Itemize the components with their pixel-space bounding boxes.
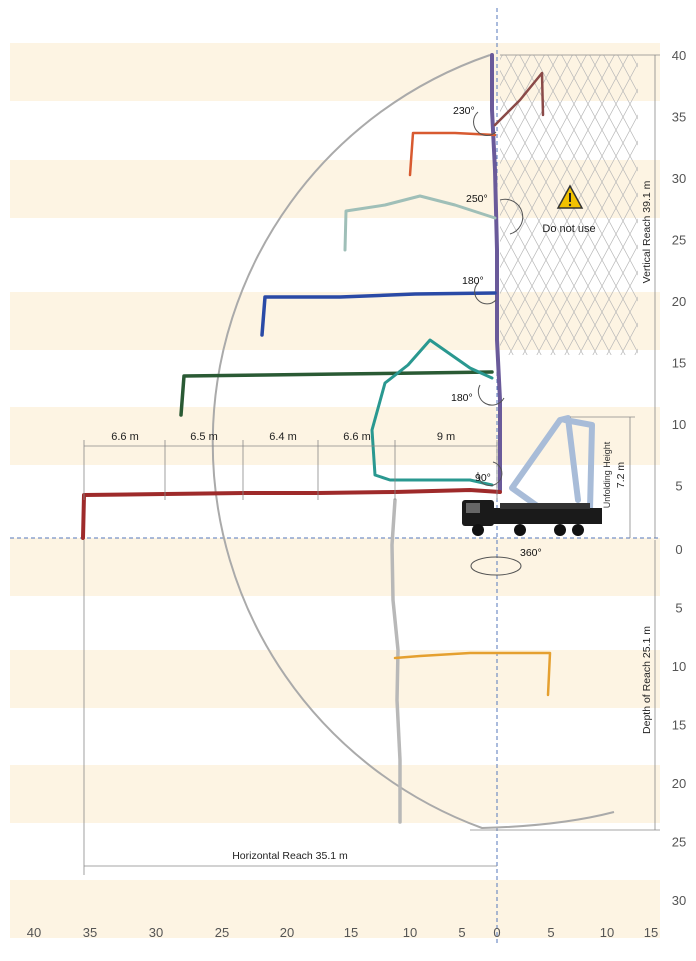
angle-180-mid: 180° — [451, 392, 473, 404]
band — [10, 538, 660, 596]
tick-label: 15 — [672, 356, 686, 371]
angle-180-top: 180° — [462, 275, 484, 287]
warning-text: Do not use — [542, 223, 595, 235]
boom-gray — [390, 498, 402, 824]
tick-label: 35 — [672, 110, 686, 125]
x-axis-bottom: 40 35 30 25 20 15 10 5 0 5 10 15 — [27, 925, 658, 940]
tick-label: 0 — [675, 542, 682, 557]
boom-folded — [509, 415, 581, 511]
y-axis-right-lower: 0 5 10 15 20 25 30 — [672, 542, 686, 908]
tick-label: 20 — [280, 925, 294, 940]
band — [10, 650, 660, 708]
tick-label: 10 — [672, 417, 686, 432]
angle-250: 250° — [466, 193, 488, 205]
vertical-reach-label: Vertical Reach 39.1 m — [641, 180, 653, 283]
boom-brown — [493, 71, 545, 127]
warning-icon — [556, 184, 584, 209]
band — [10, 880, 660, 938]
boom-orange-top — [408, 131, 497, 177]
tick-label: 30 — [672, 893, 686, 908]
booms — [81, 53, 595, 824]
boom-mint — [343, 194, 497, 252]
boom-blue — [260, 291, 497, 337]
segment-2: 6.5 m — [190, 431, 218, 443]
tick-label: 10 — [403, 925, 417, 940]
tick-label: 25 — [672, 835, 686, 850]
unfolding-height-line — [570, 416, 635, 538]
tick-label: 30 — [672, 171, 686, 186]
reference-lines — [10, 8, 660, 945]
boom-red — [81, 488, 502, 540]
tick-label: 5 — [675, 601, 682, 616]
truck-icon — [462, 500, 602, 536]
tick-label: 10 — [600, 925, 614, 940]
angle-230: 230° — [453, 105, 475, 117]
vertical-reach-line — [500, 54, 660, 538]
unfolding-height-value: 7.2 m — [615, 462, 627, 489]
y-axis-right-upper: 40 35 30 25 20 15 10 5 — [672, 48, 686, 494]
tick-label: 0 — [493, 925, 500, 940]
tick-label: 40 — [27, 925, 41, 940]
depth-reach-line — [470, 540, 660, 831]
tick-label: 15 — [672, 718, 686, 733]
tick-label: 5 — [547, 925, 554, 940]
tick-label: 5 — [675, 479, 682, 494]
boom-teal — [370, 338, 494, 487]
horizontal-reach-label: Horizontal Reach 35.1 m — [232, 850, 348, 862]
tick-label: 35 — [83, 925, 97, 940]
tick-label: 30 — [149, 925, 163, 940]
depth-reach-label: Depth of Reach 25.1 m — [641, 626, 653, 734]
rotation-arrows — [470, 111, 524, 576]
boom-mast — [490, 53, 502, 492]
segment-1: 6.6 m — [111, 431, 139, 443]
horizontal-reach-line — [83, 540, 497, 875]
segment-3: 6.4 m — [269, 431, 297, 443]
segment-5: 9 m — [437, 431, 455, 443]
boom-green — [179, 370, 494, 417]
tick-label: 25 — [672, 233, 686, 248]
tick-label: 20 — [672, 294, 686, 309]
tick-label: 40 — [672, 48, 686, 63]
angle-90: 90° — [475, 472, 491, 484]
tick-label: 5 — [458, 925, 465, 940]
angle-360: 360° — [520, 547, 542, 559]
reach-arc — [211, 54, 615, 830]
unfolding-height-label: Unfolding Height — [602, 441, 612, 508]
tick-label: 10 — [672, 659, 686, 674]
tick-label: 25 — [215, 925, 229, 940]
segment-dimension-lines — [83, 440, 498, 500]
tick-label: 15 — [644, 925, 658, 940]
boom-orange-low — [393, 651, 552, 697]
band — [10, 407, 660, 465]
band — [10, 765, 660, 823]
segment-4: 6.6 m — [343, 431, 371, 443]
tick-label: 20 — [672, 776, 686, 791]
tick-label: 15 — [344, 925, 358, 940]
